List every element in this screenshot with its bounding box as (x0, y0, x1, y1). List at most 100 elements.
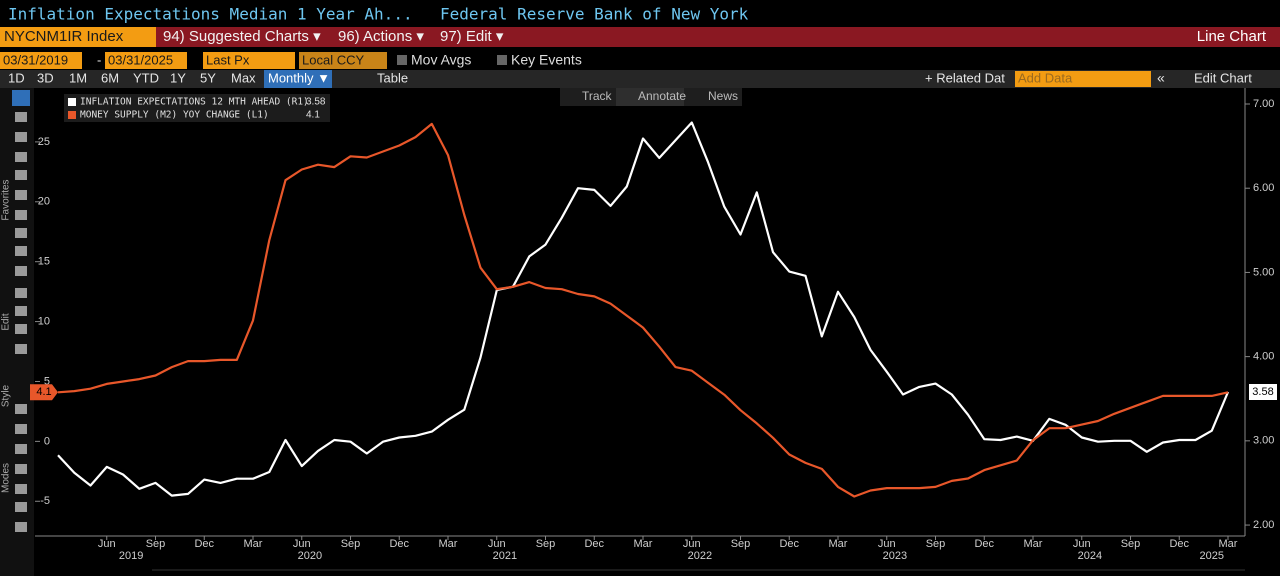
start-date-box[interactable] (0, 52, 82, 69)
x-year-label: 2024 (1078, 550, 1102, 562)
period-button[interactable]: 5Y (200, 70, 216, 85)
checkbox[interactable] (397, 55, 407, 65)
x-tick-label: Mar (1219, 538, 1238, 550)
price-field[interactable]: Last Px (206, 52, 250, 67)
y-tick-label: 0 (44, 435, 50, 447)
y2-tick-label: 3.00 (1253, 435, 1274, 447)
y-tick-label: 20 (38, 196, 50, 208)
sidebar-label: Favorites (1, 179, 12, 220)
x-tick-label: Dec (584, 538, 604, 550)
key-events[interactable]: Key Events (511, 52, 582, 68)
sidebar-label: Style (1, 384, 12, 407)
x-year-label: 2023 (883, 550, 907, 562)
period-button[interactable]: 1D (8, 70, 25, 85)
y2-tick-label: 2.00 (1253, 519, 1274, 531)
date-separator: - (97, 52, 101, 67)
legend-value: 3.58 (306, 97, 326, 108)
y2-tick-label: 6.00 (1253, 182, 1274, 194)
security-title: Inflation Expectations Median 1 Year Ah.… (8, 5, 413, 24)
x-tick-label: Sep (536, 538, 556, 550)
x-tick-label: Jun (488, 538, 506, 550)
chart-kind[interactable]: Line Chart (1197, 28, 1267, 45)
edit-chart[interactable]: Edit Chart (1194, 70, 1252, 85)
legend-label: INFLATION EXPECTATIONS 12 MTH AHEAD (R1) (80, 97, 309, 108)
mov-avgs[interactable]: Mov Avgs (411, 52, 471, 68)
x-tick-label: Mar (1024, 538, 1043, 550)
sidebar-label: Edit (1, 313, 12, 330)
period-button[interactable]: 3D (37, 70, 54, 85)
currency-box[interactable] (299, 52, 387, 69)
tool-icons (15, 112, 27, 532)
legend-swatch (68, 98, 76, 106)
x-tick-label: Sep (731, 538, 751, 550)
legend-value: 4.1 (306, 110, 320, 121)
period-button[interactable]: 1M (69, 70, 87, 85)
x-tick-label: Dec (779, 538, 799, 550)
last-value-label: 3.58 (1252, 386, 1273, 398)
y-tick-label: -5 (40, 495, 50, 507)
chart-tool[interactable]: Annotate (638, 89, 686, 103)
start-date[interactable]: 03/31/2019 (3, 52, 68, 67)
end-date-box[interactable] (105, 52, 187, 69)
period-button[interactable]: 6M (101, 70, 119, 85)
currency[interactable]: Local CCY (302, 52, 364, 67)
x-tick-label: Dec (389, 538, 409, 550)
price-box[interactable] (203, 52, 295, 69)
x-tick-label: Sep (926, 538, 946, 550)
y2-tick-label: 5.00 (1253, 266, 1274, 278)
x-tick-label: Sep (146, 538, 166, 550)
ticker[interactable]: NYCNM1IR Index (4, 28, 124, 45)
x-year-label: 2020 (298, 550, 322, 562)
menu-item[interactable]: 96) Actions ▾ (338, 28, 424, 45)
x-tick-label: Jun (878, 538, 896, 550)
period-button[interactable]: YTD (133, 70, 159, 85)
add-data[interactable]: Add Data (1018, 70, 1073, 85)
x-tick-label: Mar (829, 538, 848, 550)
add-data-box[interactable] (1015, 71, 1151, 87)
table-button[interactable]: Table (377, 70, 408, 85)
frequency-box[interactable] (264, 70, 332, 88)
ticker-box[interactable] (0, 27, 156, 47)
y-tick-label: 10 (38, 315, 50, 327)
x-year-label: 2021 (493, 550, 517, 562)
related-data[interactable]: + Related Dat (925, 70, 1005, 85)
sidebar-label: Modes (1, 463, 12, 493)
x-tick-label: Jun (293, 538, 311, 550)
frequency[interactable]: Monthly ▼ (268, 70, 330, 85)
x-tick-label: Jun (98, 538, 116, 550)
menu-bar (0, 27, 1280, 47)
x-year-label: 2022 (688, 550, 712, 562)
x-tick-label: Mar (244, 538, 263, 550)
menu-item[interactable]: 94) Suggested Charts ▾ (163, 28, 321, 45)
x-tick-label: Sep (1121, 538, 1141, 550)
y2-tick-label: 7.00 (1253, 98, 1274, 110)
end-date[interactable]: 03/31/2025 (108, 52, 173, 67)
x-tick-label: Sep (341, 538, 361, 550)
x-tick-label: Mar (439, 538, 458, 550)
legend-label: MONEY SUPPLY (M2) YOY CHANGE (L1) (80, 110, 269, 121)
y2-tick-label: 4.00 (1253, 351, 1274, 363)
collapse[interactable]: « (1157, 70, 1165, 86)
tool-icon[interactable] (12, 90, 30, 106)
checkbox[interactable] (497, 55, 507, 65)
legend-box (64, 94, 330, 122)
last-value-tag (30, 384, 58, 401)
chart-tool[interactable]: News (708, 89, 738, 103)
y-tick-label: 25 (38, 136, 50, 148)
menu-item[interactable]: 97) Edit ▾ (440, 28, 504, 45)
last-value-label: 4.1 (36, 386, 51, 398)
x-tick-label: Dec (974, 538, 994, 550)
x-tick-label: Dec (1169, 538, 1189, 550)
period-button[interactable]: Max (231, 70, 256, 85)
x-year-label: 2025 (1200, 550, 1224, 562)
x-year-label: 2019 (119, 550, 143, 562)
x-tick-label: Jun (1073, 538, 1091, 550)
chart-tool[interactable]: Track (582, 89, 613, 103)
legend-swatch (68, 111, 76, 119)
period-button[interactable]: 1Y (170, 70, 186, 85)
security-source: Federal Reserve Bank of New York (440, 5, 749, 24)
y-tick-label: 5 (44, 375, 50, 387)
last-value-tag (1249, 384, 1277, 400)
